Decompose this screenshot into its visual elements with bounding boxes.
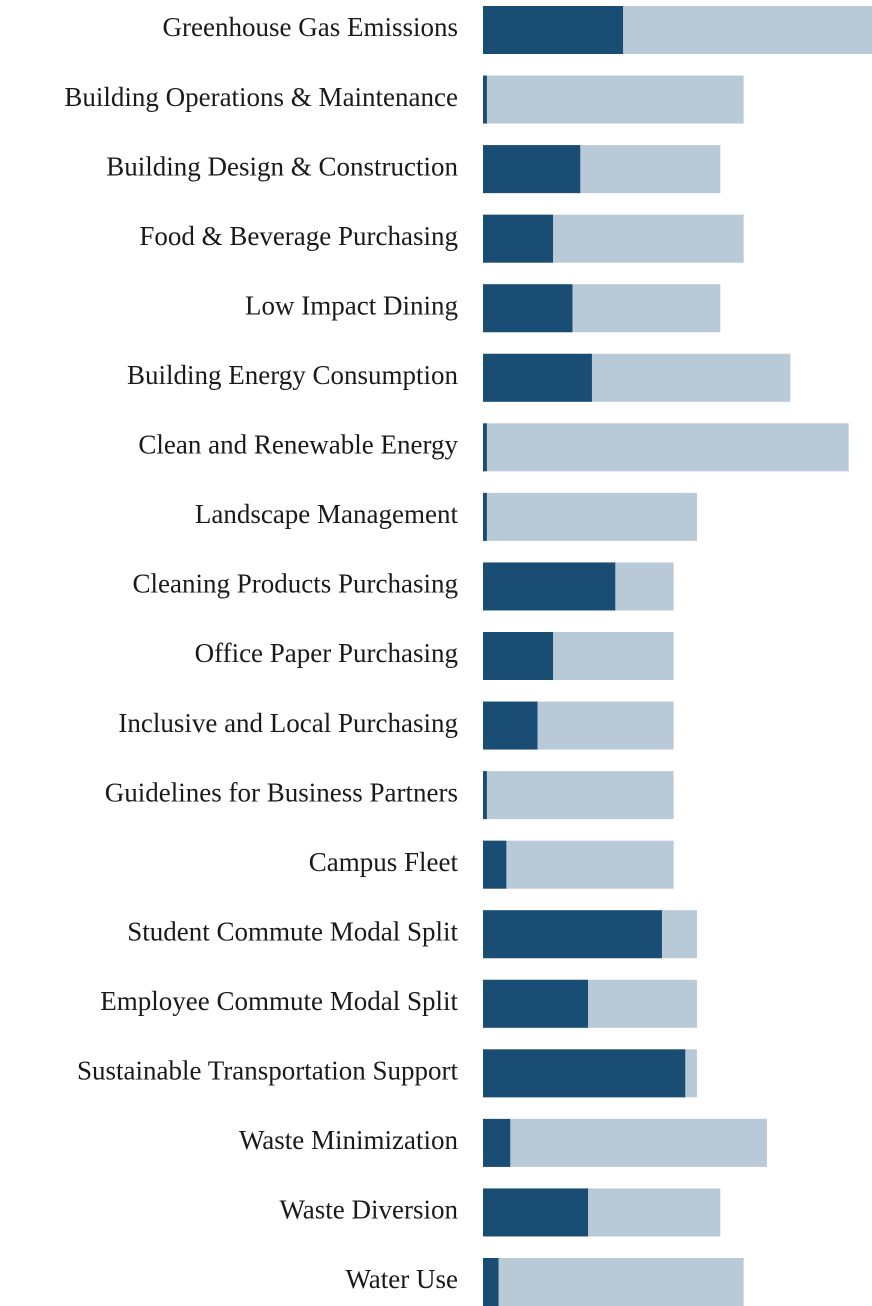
bar <box>483 423 487 472</box>
category-label: Campus Fleet <box>309 847 459 877</box>
bar <box>483 562 616 611</box>
bar <box>483 423 849 472</box>
bar <box>483 75 487 124</box>
category-label: Building Design & Construction <box>106 151 458 181</box>
bar <box>483 145 581 194</box>
category-label: Office Paper Purchasing <box>195 638 458 668</box>
category-label: Low Impact Dining <box>245 290 458 320</box>
bar <box>483 214 554 263</box>
category-label: Waste Minimization <box>239 1125 459 1155</box>
category-label: Building Energy Consumption <box>127 360 459 390</box>
bar <box>483 632 554 680</box>
bar <box>483 910 662 959</box>
bar <box>483 1118 511 1167</box>
bar <box>483 840 507 889</box>
category-label: Guidelines for Business Partners <box>105 777 458 807</box>
bar <box>483 771 674 820</box>
category-label: Building Operations & Maintenance <box>64 82 458 112</box>
bar <box>483 75 744 124</box>
category-label: Inclusive and Local Purchasing <box>118 708 458 738</box>
bar <box>483 492 697 541</box>
bar <box>483 284 573 333</box>
category-label: Landscape Management <box>195 499 459 529</box>
bar <box>483 840 674 889</box>
category-label: Sustainable Transportation Support <box>77 1056 459 1086</box>
category-label: Water Use <box>345 1264 458 1294</box>
category-label: Cleaning Products Purchasing <box>133 569 458 599</box>
bar <box>483 771 487 820</box>
category-label: Greenhouse Gas Emissions <box>163 12 458 42</box>
bar <box>483 492 487 541</box>
category-label: Employee Commute Modal Split <box>100 986 458 1016</box>
bar <box>483 1188 589 1237</box>
bar <box>483 979 589 1028</box>
bar <box>483 6 624 54</box>
bar <box>483 353 592 402</box>
category-label: Student Commute Modal Split <box>127 916 458 946</box>
bar <box>483 701 538 750</box>
category-label: Clean and Renewable Energy <box>138 430 458 460</box>
category-label: Food & Beverage Purchasing <box>139 221 458 251</box>
bar <box>483 1118 767 1167</box>
category-label: Waste Diversion <box>279 1195 458 1225</box>
bar <box>483 1258 499 1306</box>
bar <box>483 1049 686 1098</box>
bar <box>483 1258 744 1306</box>
